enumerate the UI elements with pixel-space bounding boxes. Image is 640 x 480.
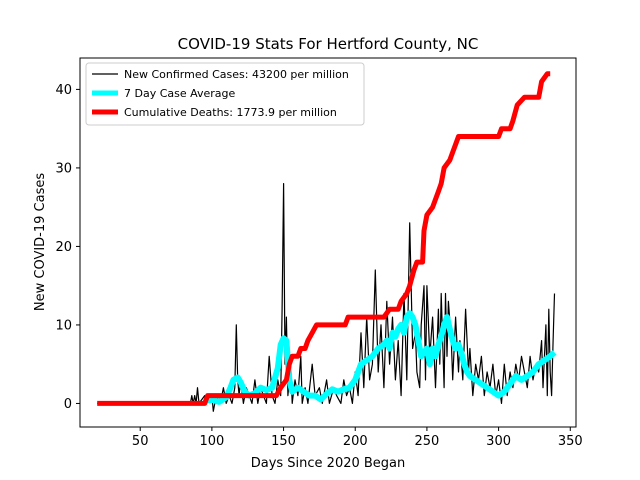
- series-line-cumulative-deaths: [97, 71, 551, 406]
- x-tick-label: 50: [132, 434, 149, 449]
- legend-label-deaths: Cumulative Deaths: 1773.9 per million: [124, 106, 337, 119]
- chart-title: COVID-19 Stats For Hertford County, NC: [178, 35, 479, 53]
- x-tick-label: 250: [414, 434, 439, 449]
- legend-box: [85, 62, 365, 126]
- y-tick-label: 10: [55, 318, 72, 333]
- y-axis-label: New COVID-19 Cases: [33, 173, 48, 311]
- axis-ticks: 50 100 150 200 250 300 350 0 10 20 30 40: [55, 83, 582, 449]
- plot-frame: [79, 57, 577, 428]
- x-tick-label: 350: [558, 434, 583, 449]
- y-tick-label: 20: [55, 240, 72, 255]
- legend: New Confirmed Cases: 43200 per million 7…: [85, 62, 365, 126]
- series-line-7-day-average: [204, 310, 557, 405]
- x-tick-label: 100: [199, 434, 224, 449]
- x-tick-label: 150: [271, 434, 296, 449]
- legend-label-average: 7 Day Case Average: [124, 87, 236, 100]
- y-tick-label: 0: [64, 397, 72, 412]
- y-tick-label: 30: [55, 161, 72, 176]
- x-tick-label: 300: [486, 434, 511, 449]
- x-tick-label: 200: [343, 434, 368, 449]
- y-tick-label: 40: [55, 83, 72, 98]
- plot-area: [97, 71, 557, 412]
- legend-label-cases: New Confirmed Cases: 43200 per million: [124, 68, 349, 81]
- x-axis-label: Days Since 2020 Began: [251, 456, 406, 471]
